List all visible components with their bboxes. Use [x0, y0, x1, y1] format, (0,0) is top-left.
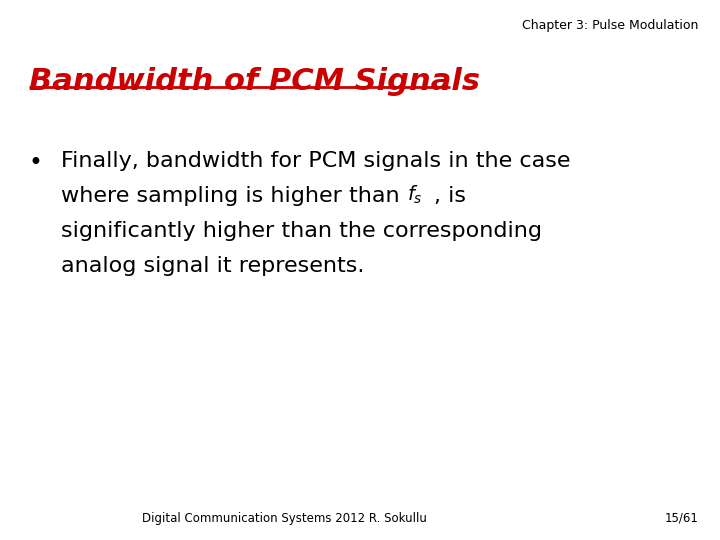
- Text: , is: , is: [434, 186, 466, 206]
- Text: analog signal it represents.: analog signal it represents.: [61, 256, 364, 276]
- Text: where sampling is higher than: where sampling is higher than: [61, 186, 400, 206]
- Text: •: •: [29, 151, 42, 175]
- Text: $f_s$: $f_s$: [407, 184, 423, 206]
- Text: Finally, bandwidth for PCM signals in the case: Finally, bandwidth for PCM signals in th…: [61, 151, 571, 171]
- Text: 15/61: 15/61: [665, 512, 698, 525]
- Text: Bandwidth of PCM Signals: Bandwidth of PCM Signals: [29, 68, 480, 97]
- Text: significantly higher than the corresponding: significantly higher than the correspond…: [61, 221, 542, 241]
- Text: Digital Communication Systems 2012 R. Sokullu: Digital Communication Systems 2012 R. So…: [142, 512, 427, 525]
- Text: Chapter 3: Pulse Modulation: Chapter 3: Pulse Modulation: [522, 19, 698, 32]
